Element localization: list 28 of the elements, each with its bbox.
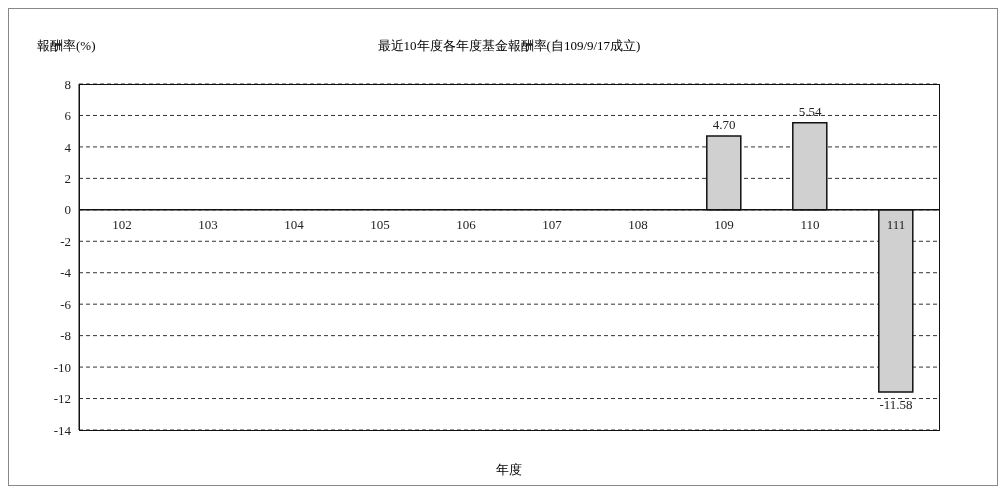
x-tick-label: 106 [456,216,477,232]
x-tick-label: 104 [284,216,305,232]
y-tick-label: -6 [60,296,72,312]
y-tick-label: -4 [60,265,72,281]
y-axis-title: 報酬率(%) [37,37,96,55]
y-tick-label: 0 [64,202,71,218]
y-tick-label: 6 [64,108,72,124]
y-tick-label: -14 [53,422,72,438]
x-tick-label: 110 [800,216,820,232]
y-tick-label: 2 [64,170,71,186]
x-axis-title: 年度 [495,461,523,479]
x-tick-label: 109 [714,216,734,232]
y-tick-label: -8 [60,328,71,344]
data-label: 5.54 [798,103,822,119]
x-tick-label: 108 [628,216,648,232]
y-tick-label: 8 [64,76,71,92]
x-tick-label: 111 [886,216,906,232]
y-tick-label: -12 [53,391,71,407]
x-tick-label: 103 [198,216,218,232]
y-tick-label: -10 [53,359,71,375]
x-tick-label: 105 [370,216,390,232]
chart-title: 最近10年度各年度基金報酬率(自109/9/17成立) [376,37,642,55]
y-tick-label: -2 [60,233,71,249]
x-tick-label: 102 [112,216,132,232]
data-label: 4.70 [712,116,736,132]
data-label: -11.58 [879,396,913,412]
y-tick-label: 4 [64,139,72,155]
x-tick-label: 107 [542,216,563,232]
